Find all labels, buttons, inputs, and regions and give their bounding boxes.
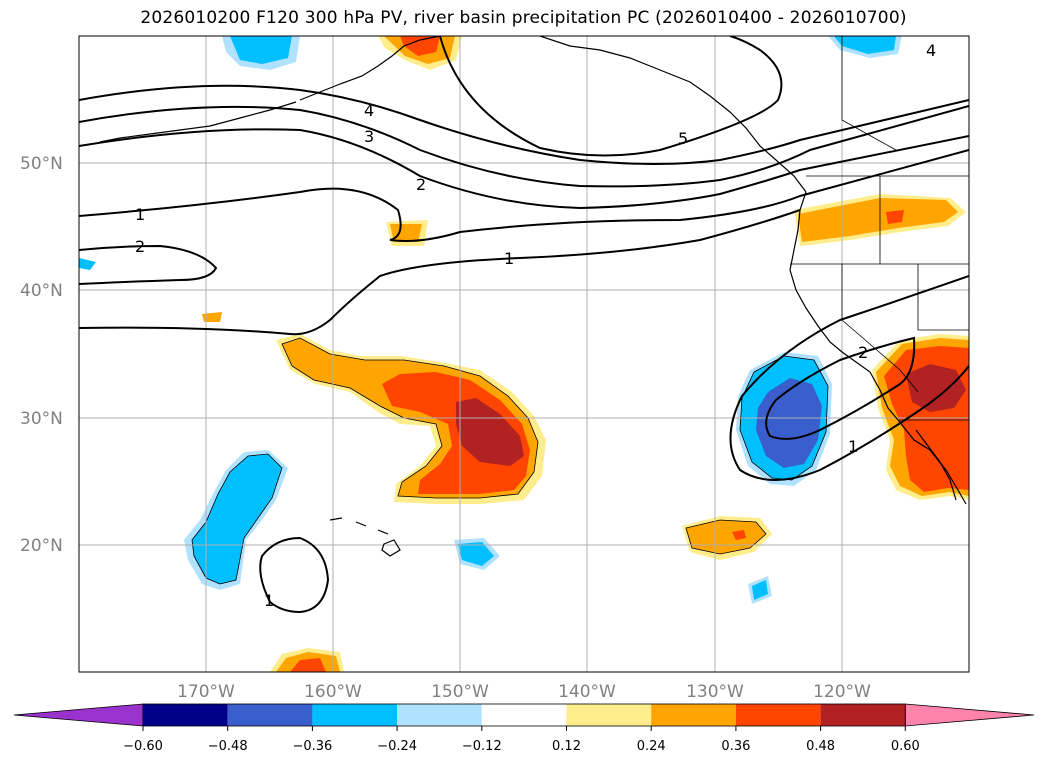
contour-label-1-mid: 1	[504, 249, 514, 268]
colorbar-label-3: −0.24	[377, 739, 417, 754]
outline-hawaii-west	[191, 453, 283, 585]
colorbar-label-7: 0.36	[721, 739, 750, 754]
shade-outlines	[191, 337, 829, 585]
map-frame	[78, 35, 970, 673]
coast-alaska	[299, 36, 441, 101]
colorbar-bin-5	[481, 704, 567, 726]
lon-label-150w: 150°W	[431, 682, 489, 702]
contour-label-2-left: 2	[135, 237, 145, 256]
shade-neg-top-left-core	[230, 36, 292, 64]
contour-label-1-california: 1	[848, 437, 858, 456]
border-states-4	[917, 264, 969, 331]
contour-2-california	[765, 336, 916, 440]
map-area: 1 1 1 2 2 2 3 4 4 5 1	[79, 36, 969, 672]
coast-gulf-alaska	[539, 36, 807, 193]
colorbar-label-8: 0.48	[806, 739, 835, 754]
lat-label-20n: 20°N	[20, 536, 63, 556]
colorbar-bin-3	[312, 704, 398, 726]
colorbar-frame	[142, 703, 906, 727]
colorbar-label-6: 0.24	[637, 739, 666, 754]
outline-california-offshore	[739, 355, 829, 481]
political-borders	[790, 36, 969, 421]
colorbar-bin-9	[820, 704, 906, 726]
shade-pos-pnw-mid	[798, 198, 958, 242]
lat-label-40n: 40°N	[20, 281, 63, 301]
coast-aleutians	[99, 101, 297, 143]
shade-neg-16n-core	[752, 580, 768, 600]
shade-pos-21n-core	[732, 530, 746, 540]
contour-label-2-california: 2	[858, 343, 868, 362]
shade-neg-california-offshore-core	[756, 378, 822, 468]
contour-4-left	[79, 84, 969, 165]
border-alaska-canada	[841, 36, 897, 151]
colorbar-label-2: −0.36	[292, 739, 332, 754]
lon-labels: 170°W 160°W 150°W 140°W 130°W 120°W	[177, 682, 871, 702]
shade-pos-pnw-core	[886, 210, 904, 224]
contour-2-upper	[79, 128, 969, 210]
colorbar-extend-high	[904, 703, 1035, 727]
colorbar-label-0: −0.60	[123, 739, 163, 754]
colorbar-label-5: 0.12	[552, 739, 581, 754]
shade-neg-19n-core	[458, 542, 494, 566]
shade-pos-southwest-us-core	[906, 364, 966, 412]
contour-labels: 1 1 1 2 2 2 3 4 4 5 1	[135, 41, 936, 610]
lat-labels: 20°N 30°N 40°N 50°N	[20, 154, 63, 556]
colorbar-bin-1	[143, 704, 228, 726]
shade-neg-hawaii-west-core	[192, 454, 282, 584]
colorbar-label-4: −0.12	[462, 739, 502, 754]
colorbar-bin-6	[566, 704, 652, 726]
colorbar-labels: −0.60 −0.48 −0.36 −0.24 −0.12 0.12 0.24 …	[123, 739, 920, 754]
outline-21n	[685, 519, 767, 555]
map-title: 2026010200 F120 300 hPa PV, river basin …	[140, 8, 907, 28]
contour-label-1-upper: 1	[135, 205, 145, 224]
lat-label-50n: 50°N	[20, 154, 63, 174]
lon-label-130w: 130°W	[686, 682, 744, 702]
colorbar-extend-low	[13, 703, 144, 727]
lat-label-30n: 30°N	[20, 409, 63, 429]
coast-west-us	[789, 191, 967, 505]
coastlines	[99, 36, 967, 557]
contour-1-upper	[79, 149, 969, 242]
shade-pos-top-core	[400, 36, 440, 56]
shade-pos-dot	[202, 312, 222, 322]
contour-label-4-right: 4	[926, 41, 936, 60]
coast-baja	[915, 429, 957, 501]
outline-central	[281, 337, 539, 499]
pv-contours	[79, 36, 969, 614]
colorbar: −0.60 −0.48 −0.36 −0.24 −0.12 0.12 0.24 …	[13, 703, 1035, 754]
colorbar-bin-7	[651, 704, 736, 726]
contour-label-1-hawaii: 1	[264, 591, 274, 610]
shade-pos-bottom-core	[290, 658, 326, 672]
contour-label-4-left: 4	[364, 101, 374, 120]
colorbar-label-1: −0.48	[208, 739, 248, 754]
colorbar-bin-2	[227, 704, 313, 726]
border-states-3	[841, 264, 919, 393]
lon-label-140w: 140°W	[558, 682, 616, 702]
coast-hawaii	[329, 517, 401, 557]
contour-label-2-upper: 2	[416, 175, 426, 194]
lon-label-170w: 170°W	[177, 682, 235, 702]
contour-1-hawaii	[259, 536, 330, 614]
contour-2-left	[79, 244, 218, 285]
contour-3	[79, 105, 969, 188]
shade-pos-small-43n-core	[390, 224, 422, 242]
graticule	[79, 36, 969, 672]
contour-5-high	[439, 36, 783, 157]
colorbar-bin-8	[735, 704, 821, 726]
lon-label-120w: 120°W	[813, 682, 871, 702]
contour-1-lower	[79, 209, 801, 336]
colorbar-label-9: 0.60	[891, 739, 920, 754]
contour-1-california	[729, 275, 969, 481]
shade-pos-central-core	[456, 398, 524, 466]
contour-label-3: 3	[364, 127, 374, 146]
colorbar-ticks	[142, 726, 906, 731]
colorbar-bin-4	[397, 704, 482, 726]
shade-neg-top-right-core	[834, 36, 896, 54]
contour-label-5: 5	[678, 129, 688, 148]
lon-label-160w: 160°W	[304, 682, 362, 702]
shade-neg-dot-left	[79, 258, 96, 270]
